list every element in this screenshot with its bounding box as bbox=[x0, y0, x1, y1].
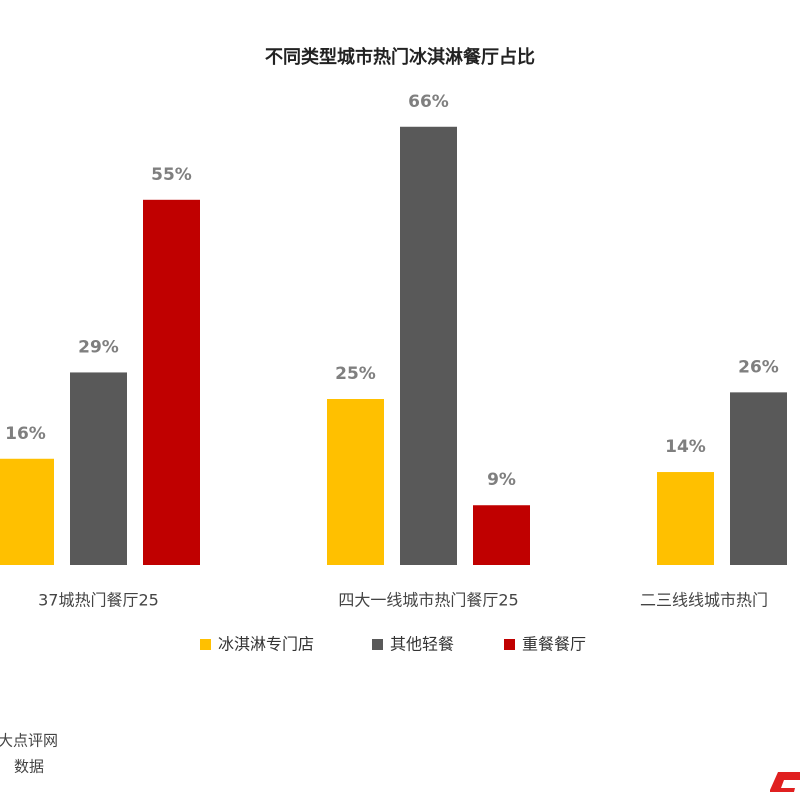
value-label: 29% bbox=[78, 337, 119, 357]
x-tick-label: 四大一线城市热门餐厅25 bbox=[338, 591, 518, 610]
value-label: 14% bbox=[665, 437, 706, 457]
legend-label: 重餐餐厅 bbox=[522, 635, 586, 654]
bar bbox=[657, 472, 714, 565]
value-label: 9% bbox=[487, 470, 516, 490]
legend-swatch bbox=[200, 639, 211, 650]
bar bbox=[400, 126, 457, 565]
value-label: 16% bbox=[5, 424, 46, 444]
legend-swatch bbox=[504, 639, 515, 650]
bar bbox=[327, 399, 384, 565]
x-tick-label: 37城热门餐厅25 bbox=[38, 591, 159, 610]
legend-swatch bbox=[372, 639, 383, 650]
bar bbox=[143, 199, 200, 566]
value-label: 25% bbox=[335, 364, 376, 384]
bar bbox=[70, 372, 127, 565]
x-tick-label: 二三线线城市热门 bbox=[640, 591, 768, 610]
source-line: 大点评网 bbox=[0, 732, 58, 750]
logo bbox=[770, 772, 800, 792]
bar bbox=[0, 458, 54, 565]
value-label: 55% bbox=[151, 165, 192, 185]
legend-label: 冰淇淋专门店 bbox=[218, 635, 314, 654]
source-line: 数据 bbox=[14, 758, 44, 776]
chart-title: 不同类型城市热门冰淇淋餐厅占比 bbox=[265, 46, 535, 68]
value-label: 26% bbox=[738, 357, 779, 377]
legend-label: 其他轻餐 bbox=[390, 635, 454, 654]
bar bbox=[473, 505, 530, 565]
value-label: 66% bbox=[408, 92, 449, 112]
bar bbox=[730, 392, 787, 565]
